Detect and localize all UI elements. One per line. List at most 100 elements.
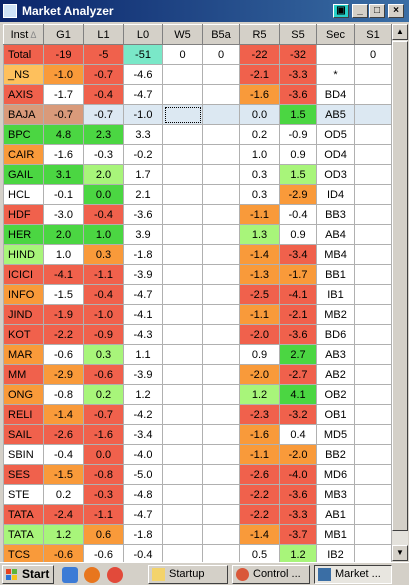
cell-sec[interactable] [316, 44, 355, 65]
cell-w5[interactable] [162, 284, 203, 305]
column-header-inst[interactable]: Inst Δ [3, 24, 44, 45]
cell-s5[interactable]: 2.7 [279, 344, 317, 365]
cell-sec[interactable]: MD5 [316, 424, 355, 445]
cell-b5a[interactable] [202, 264, 240, 285]
instrument-cell[interactable]: STE [3, 484, 44, 505]
cell-g1[interactable]: -0.6 [43, 544, 84, 565]
cell-sec[interactable]: OD5 [316, 124, 355, 145]
cell-s5[interactable]: -2.7 [279, 364, 317, 385]
cell-g1[interactable]: 1.0 [43, 244, 84, 265]
cell-w5[interactable] [162, 244, 203, 265]
cell-l1[interactable]: -0.9 [83, 324, 124, 345]
cell-g1[interactable]: -0.1 [43, 184, 84, 205]
cell-b5a[interactable] [202, 364, 240, 385]
scroll-down-button[interactable]: ▼ [392, 545, 408, 561]
cell-l0[interactable]: 1.1 [123, 344, 163, 365]
cell-l1[interactable]: -0.6 [83, 364, 124, 385]
cell-l0[interactable]: -4.2 [123, 404, 163, 425]
cell-s5[interactable]: -3.6 [279, 324, 317, 345]
cell-sec[interactable]: OD3 [316, 164, 355, 185]
cell-sec[interactable]: OB1 [316, 404, 355, 425]
cell-s1[interactable] [354, 524, 392, 545]
cell-s5[interactable]: -2.9 [279, 184, 317, 205]
cell-l1[interactable]: -1.1 [83, 264, 124, 285]
cell-r5[interactable]: -1.1 [239, 304, 280, 325]
cell-g1[interactable]: -1.0 [43, 64, 84, 85]
chrome-icon[interactable] [107, 567, 123, 583]
table-row[interactable]: JIND -1.9 -1.0 -4.1 -1.1 -2.1 MB2 [3, 304, 392, 325]
cell-w5[interactable] [162, 124, 203, 145]
cell-l1[interactable]: 0.3 [83, 244, 124, 265]
instrument-cell[interactable]: SES [3, 464, 44, 485]
cell-r5[interactable]: -2.0 [239, 324, 280, 345]
column-header-b5a[interactable]: B5a [202, 24, 240, 45]
cell-l0[interactable]: -1.8 [123, 244, 163, 265]
cell-r5[interactable]: -2.1 [239, 64, 280, 85]
cell-s5[interactable]: -4.0 [279, 464, 317, 485]
cell-l1[interactable]: -0.3 [83, 144, 124, 165]
cell-s5[interactable]: 0.4 [279, 424, 317, 445]
instrument-cell[interactable]: ONG [3, 384, 44, 405]
cell-r5[interactable]: -22 [239, 44, 280, 65]
cell-sec[interactable]: AB4 [316, 224, 355, 245]
cell-l0[interactable]: -1.0 [123, 104, 163, 125]
task-market[interactable]: Market ... [314, 565, 392, 584]
cell-l0[interactable]: -3.6 [123, 204, 163, 225]
cell-s1[interactable] [354, 224, 392, 245]
cell-s5[interactable]: -3.2 [279, 404, 317, 425]
firefox-icon[interactable] [84, 567, 100, 583]
cell-w5[interactable] [162, 324, 203, 345]
cell-b5a[interactable] [202, 444, 240, 465]
cell-w5[interactable] [162, 184, 203, 205]
cell-b5a[interactable] [202, 244, 240, 265]
table-row[interactable]: TATA 1.2 0.6 -1.8 -1.4 -3.7 MB1 [3, 524, 392, 545]
cell-s1[interactable] [354, 84, 392, 105]
minimize-button[interactable]: _ [352, 4, 368, 18]
table-row[interactable]: MM -2.9 -0.6 -3.9 -2.0 -2.7 AB2 [3, 364, 392, 385]
cell-sec[interactable]: OB2 [316, 384, 355, 405]
table-row[interactable]: MAR -0.6 0.3 1.1 0.9 2.7 AB3 [3, 344, 392, 365]
cell-s1[interactable] [354, 364, 392, 385]
cell-w5[interactable]: 0 [162, 44, 203, 65]
cell-l0[interactable]: -4.0 [123, 444, 163, 465]
cell-r5[interactable]: -2.2 [239, 504, 280, 525]
scroll-thumb[interactable] [392, 41, 408, 531]
cell-b5a[interactable] [202, 64, 240, 85]
instrument-cell[interactable]: BPC [3, 124, 44, 145]
cell-r5[interactable]: -1.4 [239, 524, 280, 545]
cell-g1[interactable]: -0.7 [43, 104, 84, 125]
instrument-cell[interactable]: HIND [3, 244, 44, 265]
cell-s5[interactable]: 1.5 [279, 104, 317, 125]
cell-s5[interactable]: -0.9 [279, 124, 317, 145]
instrument-cell[interactable]: GAIL [3, 164, 44, 185]
cell-l1[interactable]: 1.0 [83, 224, 124, 245]
cell-b5a[interactable] [202, 164, 240, 185]
instrument-cell[interactable]: Total [3, 44, 44, 65]
instrument-cell[interactable]: KOT [3, 324, 44, 345]
cell-b5a[interactable] [202, 284, 240, 305]
cell-g1[interactable]: -0.4 [43, 444, 84, 465]
cell-l0[interactable]: -4.7 [123, 284, 163, 305]
cell-g1[interactable]: -19 [43, 44, 84, 65]
cell-sec[interactable]: AB3 [316, 344, 355, 365]
table-row[interactable]: CAIR -1.6 -0.3 -0.2 1.0 0.9 OD4 [3, 144, 392, 165]
cell-l0[interactable]: 1.2 [123, 384, 163, 405]
cell-l1[interactable]: 2.0 [83, 164, 124, 185]
table-row[interactable]: SES -1.5 -0.8 -5.0 -2.6 -4.0 MD6 [3, 464, 392, 485]
cell-l0[interactable]: -51 [123, 44, 163, 65]
cell-w5[interactable] [162, 104, 203, 125]
task-startup[interactable]: Startup [148, 565, 228, 584]
cell-w5[interactable] [162, 404, 203, 425]
cell-r5[interactable]: -2.5 [239, 284, 280, 305]
cell-g1[interactable]: -1.5 [43, 464, 84, 485]
cell-s5[interactable]: -1.7 [279, 264, 317, 285]
cell-s1[interactable] [354, 244, 392, 265]
cell-s1[interactable] [354, 104, 392, 125]
table-row[interactable]: _NS -1.0 -0.7 -4.6 -2.1 -3.3 * [3, 64, 392, 85]
cell-r5[interactable]: 0.0 [239, 104, 280, 125]
cell-l0[interactable]: -3.9 [123, 364, 163, 385]
cell-w5[interactable] [162, 384, 203, 405]
column-header-w5[interactable]: W5 [162, 24, 203, 45]
cell-l0[interactable]: 2.1 [123, 184, 163, 205]
cell-s1[interactable] [354, 204, 392, 225]
